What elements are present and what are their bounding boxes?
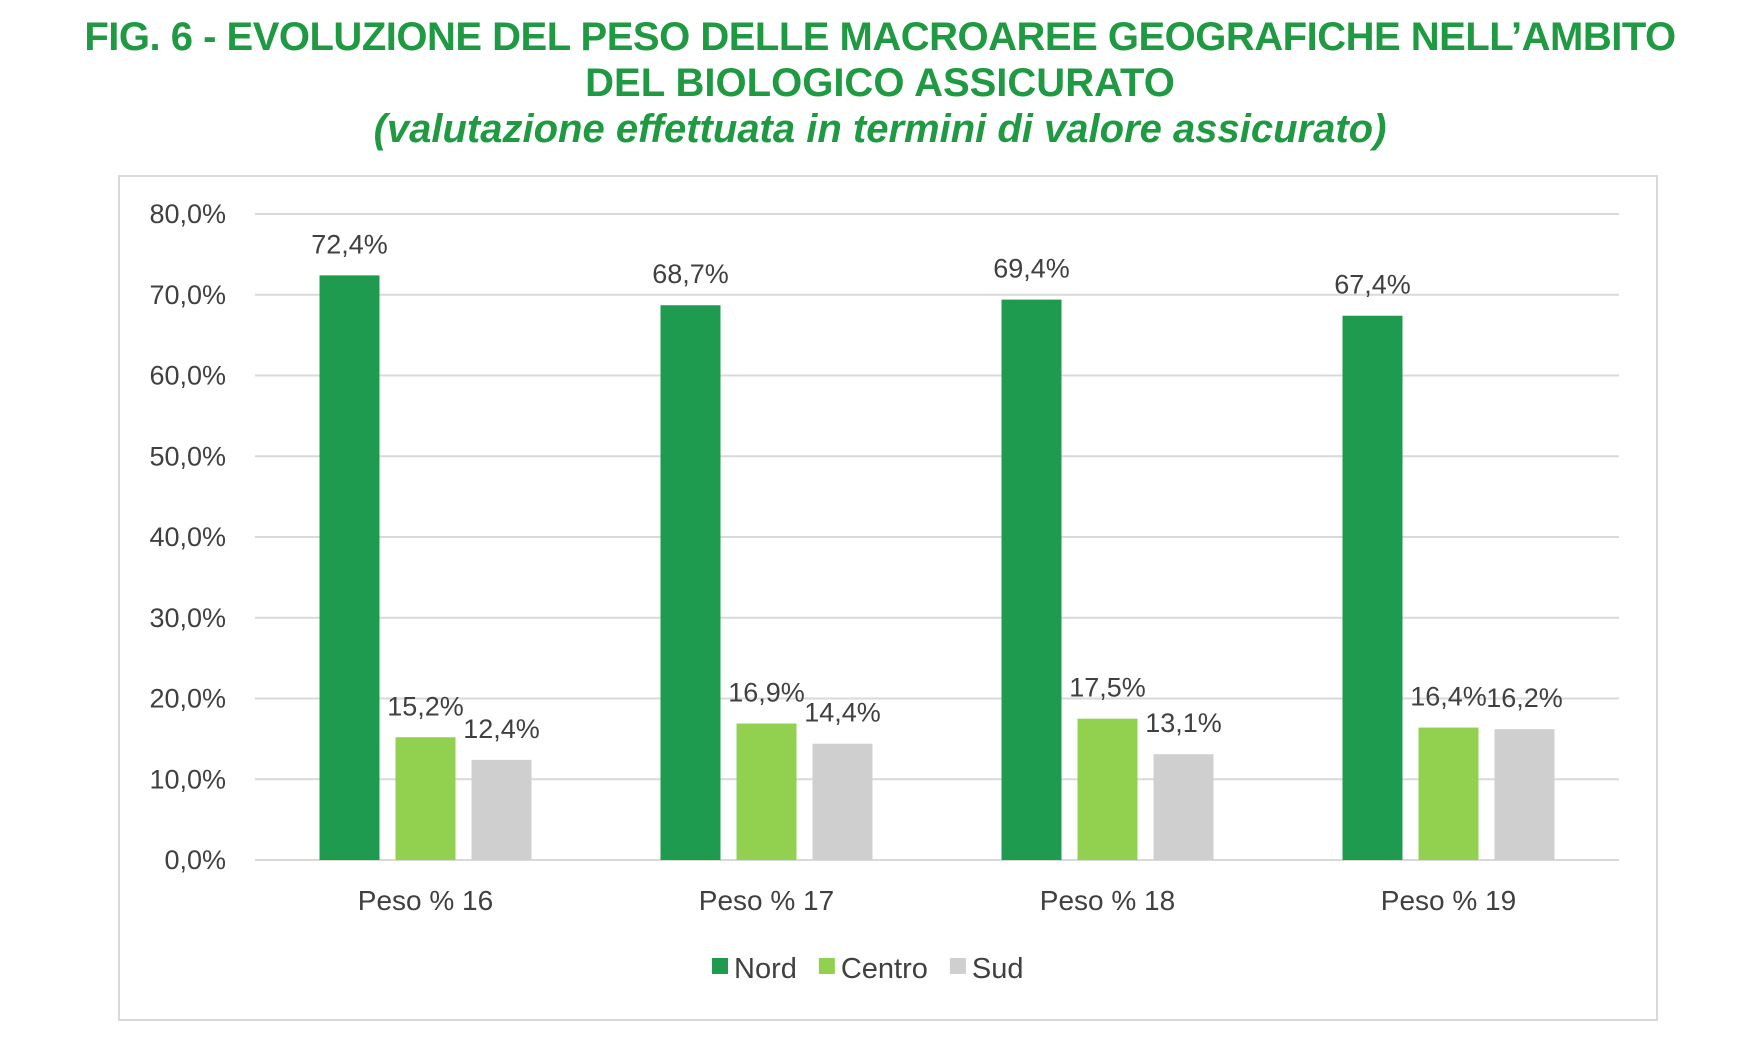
legend-swatch-centro xyxy=(818,958,835,974)
data-label: 68,7% xyxy=(652,259,729,289)
data-label: 69,4% xyxy=(993,254,1070,284)
bar-nord xyxy=(1342,315,1403,860)
chart-title-line1: FIG. 6 - EVOLUZIONE DEL PESO DELLE MACRO… xyxy=(84,15,1676,59)
bar-centro xyxy=(1418,727,1479,860)
y-tick-label: 30,0% xyxy=(149,603,226,633)
data-label: 16,9% xyxy=(728,678,805,708)
legend-label: Nord xyxy=(734,953,797,985)
data-label: 13,1% xyxy=(1145,708,1222,738)
data-label: 17,5% xyxy=(1069,673,1146,703)
x-tick-label: Peso % 18 xyxy=(1040,885,1175,916)
chart-subtitle: (valutazione effettuata in termini di va… xyxy=(373,107,1387,151)
data-label: 16,4% xyxy=(1410,682,1487,712)
bar-sud xyxy=(812,743,873,860)
legend-label: Sud xyxy=(972,953,1024,985)
x-tick-label: Peso % 16 xyxy=(358,885,493,916)
bar-sud xyxy=(471,759,532,860)
x-tick-label: Peso % 19 xyxy=(1381,885,1516,916)
bar-sud xyxy=(1153,754,1214,860)
y-tick-label: 10,0% xyxy=(149,764,226,794)
bar-centro xyxy=(395,737,456,860)
data-label: 16,2% xyxy=(1486,683,1563,713)
y-tick-label: 20,0% xyxy=(149,684,226,714)
bar-centro xyxy=(1077,718,1138,860)
legend-label: Centro xyxy=(841,953,928,985)
y-tick-label: 50,0% xyxy=(149,441,226,471)
bar-nord xyxy=(1001,299,1062,861)
y-tick-label: 0,0% xyxy=(164,845,226,875)
chart-frame xyxy=(118,175,1658,1021)
legend-swatch-nord xyxy=(712,958,728,974)
y-tick-label: 80,0% xyxy=(149,199,226,229)
y-tick-label: 70,0% xyxy=(149,280,226,310)
chart-title-line2: DEL BIOLOGICO ASSICURATO xyxy=(585,61,1175,105)
bar-sud xyxy=(1494,729,1555,860)
x-tick-label: Peso % 17 xyxy=(699,885,834,916)
data-label: 67,4% xyxy=(1334,270,1411,300)
legend-swatch-sud xyxy=(949,958,966,974)
bar-centro xyxy=(736,723,797,860)
data-label: 12,4% xyxy=(463,714,540,744)
data-label: 15,2% xyxy=(387,691,464,721)
y-tick-label: 40,0% xyxy=(149,522,226,552)
data-label: 72,4% xyxy=(311,229,388,259)
bar-nord xyxy=(319,275,380,860)
y-tick-label: 60,0% xyxy=(149,361,226,391)
bar-nord xyxy=(660,305,721,860)
data-label: 14,4% xyxy=(804,698,881,728)
